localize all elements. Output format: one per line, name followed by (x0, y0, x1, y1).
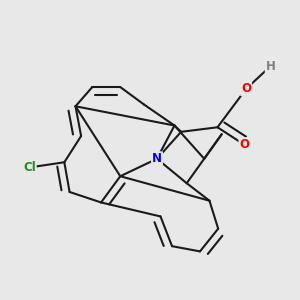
Text: N: N (152, 152, 162, 165)
Text: Cl: Cl (23, 161, 36, 174)
Text: H: H (266, 60, 276, 73)
Text: O: O (239, 138, 249, 151)
Text: O: O (241, 82, 251, 95)
